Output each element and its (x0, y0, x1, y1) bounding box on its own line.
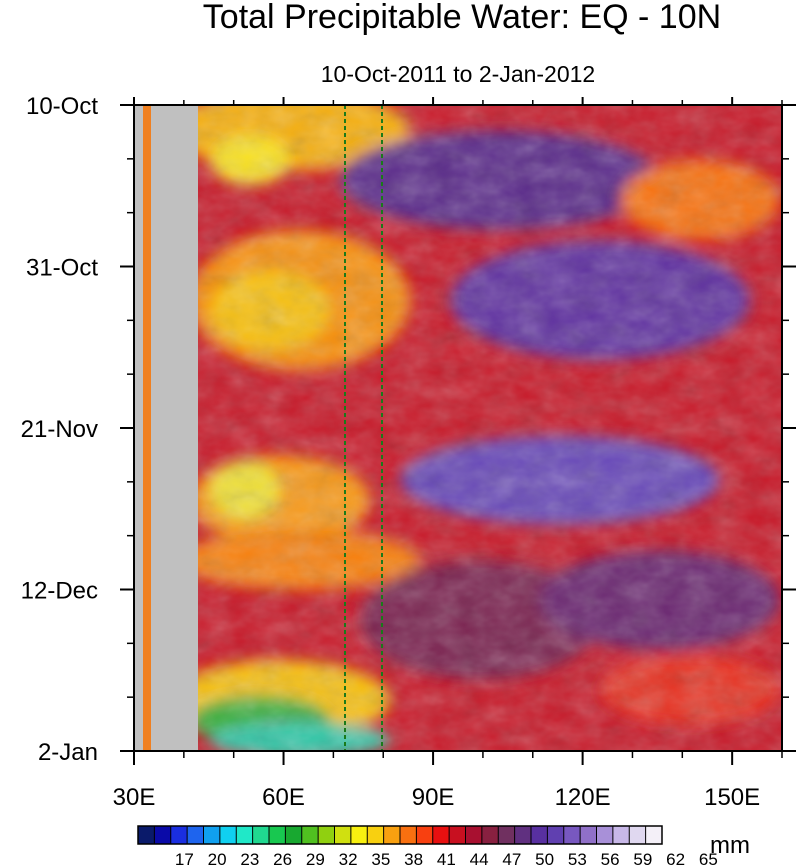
colorbar-label-8: 41 (437, 850, 456, 867)
precipitable-water-field (134, 105, 782, 751)
colorbar-swatch-4 (203, 826, 221, 844)
colorbar-swatch-10 (301, 826, 319, 844)
colorbar-label-14: 59 (633, 850, 652, 867)
y-tick-label-4: 2-Jan (38, 739, 98, 766)
colorbar-swatch-13 (350, 826, 368, 844)
y-tick-label-3: 12-Dec (21, 578, 98, 605)
x-tick-label-1: 60E (262, 784, 305, 811)
colorbar-label-0: 17 (175, 850, 194, 867)
colorbar-label-10: 47 (502, 850, 521, 867)
y-axis: 10-Oct 31-Oct 21-Nov 12-Dec 2-Jan (21, 93, 796, 766)
chart-subtitle: 10-Oct-2011 to 2-Jan-2012 (321, 61, 595, 87)
colorbar-label-4: 29 (306, 850, 325, 867)
colorbar-swatch-6 (236, 826, 254, 844)
colorbar-swatch-26 (563, 826, 581, 844)
colorbar-swatch-19 (449, 826, 466, 844)
colorbar-swatch-28 (596, 826, 614, 844)
x-axis: 30E 60E 90E 120E 150E (113, 97, 783, 811)
colorbar-swatch-27 (580, 826, 597, 844)
colorbar-swatch-5 (219, 826, 237, 844)
x-tick-label-2: 90E (412, 784, 455, 811)
colorbar-swatch-11 (318, 826, 335, 844)
colorbar-swatch-16 (400, 826, 417, 844)
chart-title: Total Precipitable Water: EQ - 10N (203, 0, 721, 36)
colorbar-swatch-18 (432, 826, 450, 844)
colorbar-label-9: 44 (470, 850, 489, 867)
colorbar-swatch-30 (629, 826, 647, 844)
y-tick-label-2: 21-Nov (21, 416, 98, 443)
colorbar-swatch-12 (334, 826, 352, 844)
x-tick-label-0: 30E (113, 784, 156, 811)
colorbar-swatch-14 (367, 826, 385, 844)
colorbar-swatch-25 (547, 826, 565, 844)
colorbar-swatch-0 (138, 826, 155, 844)
colorbar-label-6: 35 (371, 850, 390, 867)
colorbar-swatch-29 (612, 826, 630, 844)
colorbar-swatch-7 (252, 826, 270, 844)
colorbar-swatch-17 (416, 826, 434, 844)
colorbar-swatch-21 (481, 826, 499, 844)
colorbar-label-7: 38 (404, 850, 423, 867)
colorbar-label-5: 32 (339, 850, 358, 867)
colorbar-label-11: 50 (535, 850, 554, 867)
colorbar-swatch-15 (383, 826, 401, 844)
colorbar-swatch-31 (645, 826, 663, 844)
colorbar-swatch-20 (465, 826, 483, 844)
colorbar-frame (137, 825, 663, 845)
colorbar-label-12: 53 (568, 850, 587, 867)
colorbar-unit: mm (710, 832, 750, 859)
y-tick-label-0: 10-Oct (26, 93, 98, 120)
x-tick-label-3: 120E (555, 784, 611, 811)
colorbar-swatch-24 (531, 826, 548, 844)
colorbar-label-13: 56 (601, 850, 620, 867)
colorbar-swatch-23 (514, 826, 532, 844)
colorbar-label-3: 26 (273, 850, 292, 867)
y-tick-label-1: 31-Oct (26, 255, 98, 282)
colorbar-label-2: 23 (240, 850, 259, 867)
colorbar: 17 20 23 26 29 32 35 38 41 44 47 50 53 56 59 62 65 (137, 825, 718, 867)
colorbar-swatch-3 (187, 826, 204, 844)
colorbar-label-16: 65 (699, 850, 718, 867)
colorbar-label-1: 20 (208, 850, 227, 867)
colorbar-swatch-9 (285, 826, 303, 844)
colorbar-swatch-8 (269, 826, 286, 844)
colorbar-swatch-1 (154, 826, 172, 844)
colorbar-label-15: 62 (666, 850, 685, 867)
colorbar-swatch-2 (170, 826, 188, 844)
colorbar-swatch-22 (498, 826, 516, 844)
x-tick-label-4: 150E (704, 784, 760, 811)
